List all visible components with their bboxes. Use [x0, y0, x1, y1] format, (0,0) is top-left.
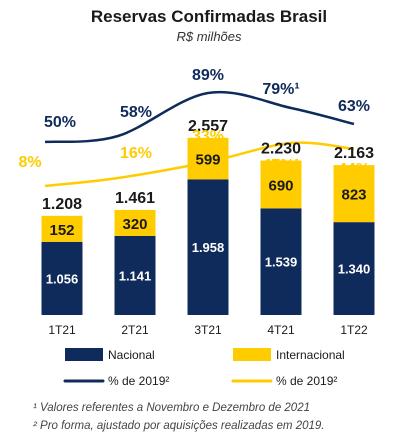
label-nacional-1T22: 1.340	[338, 262, 371, 277]
label-total-3T21: 2.557	[188, 118, 228, 135]
footnote-1: ¹ Valores referentes a Novembro e Dezemb…	[33, 402, 310, 414]
chart-subtitle: R$ milhões	[176, 29, 242, 44]
bar-nacional-2T21	[114, 235, 156, 315]
pct-label-nacional-4T21: 79%¹	[262, 81, 299, 98]
label-internacional-4T21: 690	[268, 177, 293, 194]
label-internacional-1T22: 823	[341, 187, 366, 204]
bar-internacional-1T21	[41, 215, 83, 242]
bar-nacional-1T21	[41, 241, 83, 315]
tick-label-1T21: 1T21	[48, 323, 76, 337]
label-total-2T21: 1.461	[115, 190, 155, 207]
label-total-1T22: 2.163	[334, 145, 374, 162]
bar-nacional-4T21	[260, 208, 302, 315]
tick-label-4T21: 4T21	[267, 323, 295, 337]
tick-label-2T21: 2T21	[121, 323, 149, 337]
labels-layer: 1.056 152 1.208 1T21 1.141 320 1.461 2T21 1.958 5…	[18, 67, 374, 337]
label-nacional-4T21: 1.539	[265, 255, 298, 270]
label-nacional-2T21: 1.141	[119, 268, 152, 283]
label-internacional-3T21: 599	[195, 152, 220, 169]
line-nacional	[44, 90, 355, 144]
bar-nacional-1T22	[333, 222, 375, 315]
bar-internacional-4T21	[260, 160, 302, 209]
bar-internacional-1T22	[333, 165, 375, 223]
lines-layer	[44, 90, 355, 188]
legend-swatch-nacional	[65, 348, 103, 361]
pct-label-nacional-3T21: 89%	[192, 67, 224, 84]
bar-internacional-2T21	[114, 209, 156, 236]
pct-label-internacional-3T21: 33%	[192, 128, 224, 145]
legend-label-internacional: Internacional	[276, 348, 345, 362]
pct-label-nacional-1T22: 63%	[338, 98, 370, 115]
bars-layer	[41, 137, 375, 315]
label-internacional-1T21: 152	[49, 222, 74, 239]
chart-title: Reservas Confirmadas Brasil	[91, 7, 327, 26]
pct-label-nacional-2T21: 58%	[120, 104, 152, 121]
footnote-2: ² Pro forma, ajustado por aquisições rea…	[33, 420, 325, 432]
pct-label-internacional-1T22: 44%	[338, 161, 370, 178]
legend-label-line-internacional: % de 2019²	[276, 374, 337, 388]
label-internacional-2T21: 320	[122, 216, 147, 233]
tick-label-1T22: 1T22	[340, 323, 368, 337]
bar-nacional-3T21	[187, 179, 229, 315]
pct-label-internacional-1T21: 8%	[18, 154, 41, 171]
label-nacional-3T21: 1.958	[192, 240, 225, 255]
tick-label-3T21: 3T21	[194, 323, 222, 337]
legend: Nacional Internacional % de 2019² % de 2…	[63, 348, 345, 388]
legend-swatch-internacional	[233, 348, 271, 361]
pct-label-internacional-4T21: 47%¹	[262, 157, 299, 174]
pct-label-internacional-2T21: 16%	[120, 145, 152, 162]
line-internacional	[44, 141, 355, 188]
label-total-4T21: 2.230	[261, 141, 301, 158]
pct-label-nacional-1T21: 50%	[44, 114, 76, 131]
legend-label-nacional: Nacional	[108, 348, 155, 362]
legend-label-line-nacional: % de 2019²	[108, 374, 169, 388]
label-nacional-1T21: 1.056	[46, 271, 79, 286]
label-total-1T21: 1.208	[42, 196, 82, 213]
